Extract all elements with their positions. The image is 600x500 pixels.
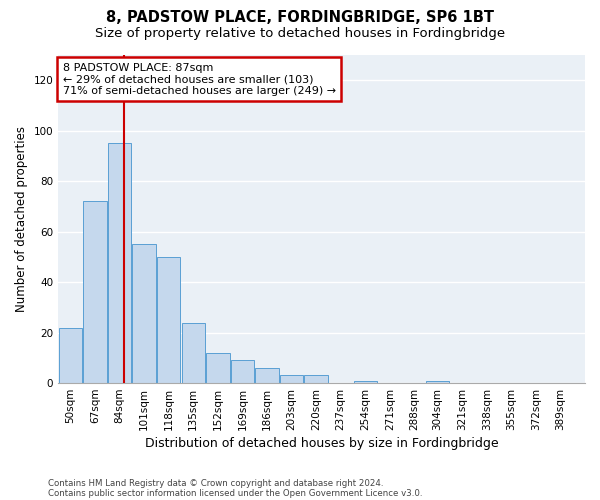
Text: 8 PADSTOW PLACE: 87sqm
← 29% of detached houses are smaller (103)
71% of semi-de: 8 PADSTOW PLACE: 87sqm ← 29% of detached…	[62, 62, 335, 96]
Bar	[353, 380, 377, 383]
Text: Size of property relative to detached houses in Fordingbridge: Size of property relative to detached ho…	[95, 28, 505, 40]
X-axis label: Distribution of detached houses by size in Fordingbridge: Distribution of detached houses by size …	[145, 437, 499, 450]
Bar	[182, 322, 205, 383]
Bar	[108, 144, 131, 383]
Bar	[133, 244, 156, 383]
Bar	[256, 368, 279, 383]
Text: 8, PADSTOW PLACE, FORDINGBRIDGE, SP6 1BT: 8, PADSTOW PLACE, FORDINGBRIDGE, SP6 1BT	[106, 10, 494, 25]
Y-axis label: Number of detached properties: Number of detached properties	[15, 126, 28, 312]
Bar	[426, 380, 449, 383]
Bar	[231, 360, 254, 383]
Bar	[157, 257, 181, 383]
Bar	[304, 376, 328, 383]
Text: Contains public sector information licensed under the Open Government Licence v3: Contains public sector information licen…	[48, 488, 422, 498]
Bar	[280, 376, 303, 383]
Bar	[59, 328, 82, 383]
Text: Contains HM Land Registry data © Crown copyright and database right 2024.: Contains HM Land Registry data © Crown c…	[48, 478, 383, 488]
Bar	[83, 202, 107, 383]
Bar	[206, 353, 230, 383]
